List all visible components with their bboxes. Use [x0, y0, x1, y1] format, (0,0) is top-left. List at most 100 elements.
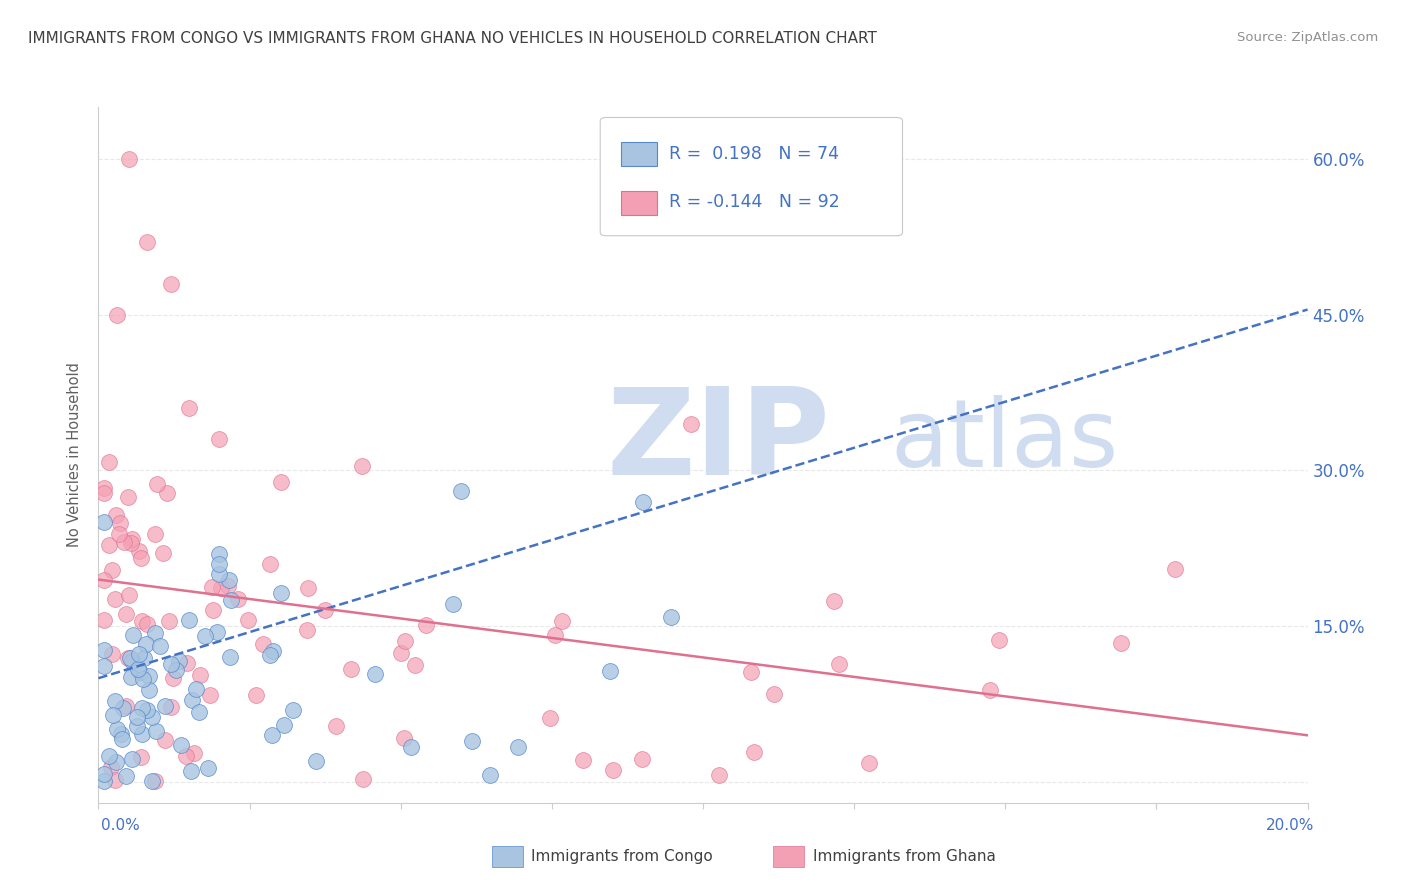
Point	[325, 719, 347, 733]
Point	[93, 613, 115, 627]
Point	[197, 761, 219, 775]
Point	[659, 609, 682, 624]
Point	[141, 710, 163, 724]
Point	[149, 639, 172, 653]
Point	[121, 670, 143, 684]
Point	[186, 681, 208, 696]
Point	[131, 614, 153, 628]
Point	[208, 547, 231, 561]
Point	[295, 624, 318, 638]
Point	[160, 699, 183, 714]
Point	[443, 597, 465, 611]
Point	[93, 766, 115, 780]
Point	[209, 581, 232, 595]
Point	[101, 647, 124, 661]
Point	[339, 662, 361, 676]
Text: IMMIGRANTS FROM CONGO VS IMMIGRANTS FROM GHANA NO VEHICLES IN HOUSEHOLD CORRELAT: IMMIGRANTS FROM CONGO VS IMMIGRANTS FROM…	[28, 31, 877, 46]
Point	[135, 616, 157, 631]
Point	[101, 563, 124, 577]
Point	[740, 665, 762, 680]
Point	[988, 632, 1011, 647]
Point	[201, 580, 224, 594]
Point	[314, 603, 336, 617]
Point	[281, 703, 304, 717]
Point	[273, 718, 295, 732]
Point	[120, 535, 142, 549]
Point	[104, 755, 127, 769]
Point	[105, 508, 128, 522]
Point	[131, 701, 153, 715]
Point	[572, 754, 595, 768]
Point	[167, 654, 190, 668]
Point	[93, 774, 115, 789]
Point	[104, 773, 127, 788]
Point	[180, 693, 202, 707]
Point	[399, 739, 422, 754]
Point	[823, 594, 845, 608]
Point	[162, 672, 184, 686]
Point	[188, 705, 211, 719]
Point	[104, 591, 127, 606]
Point	[104, 693, 127, 707]
Point	[630, 752, 652, 766]
Point	[270, 586, 292, 600]
Point	[121, 752, 143, 766]
Point	[744, 745, 766, 759]
Point	[415, 618, 437, 632]
Point	[93, 659, 115, 673]
Bar	[621, 142, 657, 166]
Point	[392, 731, 415, 746]
Point	[118, 152, 141, 166]
Point	[105, 308, 128, 322]
Point	[101, 708, 124, 723]
Text: R =  0.198   N = 74: R = 0.198 N = 74	[669, 145, 839, 162]
Point	[259, 557, 281, 571]
Point	[1163, 562, 1185, 576]
Point	[160, 657, 183, 671]
Point	[179, 401, 201, 416]
Point	[107, 722, 129, 736]
Point	[245, 688, 267, 702]
Point	[152, 546, 174, 560]
Point	[219, 593, 242, 607]
Text: Immigrants from Ghana: Immigrants from Ghana	[813, 849, 995, 863]
Point	[219, 650, 242, 665]
Point	[93, 574, 115, 588]
Point	[93, 486, 115, 500]
Point	[208, 567, 231, 582]
Point	[679, 417, 702, 431]
Point	[114, 699, 136, 714]
Point	[117, 588, 139, 602]
Point	[143, 527, 166, 541]
Point	[118, 651, 141, 665]
Point	[208, 557, 231, 571]
Point	[205, 624, 228, 639]
Point	[136, 703, 159, 717]
Point	[544, 627, 567, 641]
Point	[259, 648, 281, 663]
Point	[100, 760, 122, 774]
Text: 0.0%: 0.0%	[101, 818, 141, 832]
Text: R = -0.144   N = 92: R = -0.144 N = 92	[669, 194, 839, 211]
Point	[97, 455, 120, 469]
Point	[93, 516, 115, 530]
Point	[297, 582, 319, 596]
Point	[129, 665, 152, 679]
Point	[157, 615, 180, 629]
Point	[202, 603, 225, 617]
Point	[98, 538, 121, 552]
Text: ZIP: ZIP	[606, 383, 830, 500]
Point	[93, 481, 115, 495]
Point	[97, 749, 120, 764]
Y-axis label: No Vehicles in Household: No Vehicles in Household	[67, 362, 83, 548]
Point	[143, 626, 166, 640]
Point	[114, 535, 136, 549]
Point	[551, 614, 574, 628]
FancyBboxPatch shape	[600, 118, 903, 235]
Point	[188, 667, 211, 681]
Point	[262, 728, 284, 742]
Point	[138, 682, 160, 697]
Point	[1109, 636, 1132, 650]
Point	[108, 516, 131, 530]
Point	[226, 592, 249, 607]
